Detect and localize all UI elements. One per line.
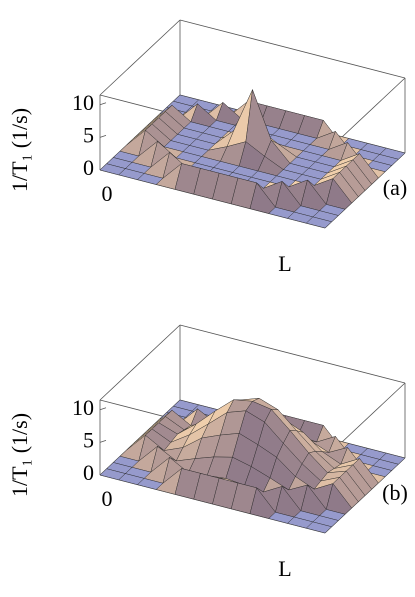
z-tick [99,102,107,106]
panel: 0 5 10 0 L 1/T₁ (1/s) (b) [7,324,408,581]
z-axis-label: 1/T₁ (1/s) [7,108,32,192]
z-tick-label: 5 [83,122,94,147]
z-axis-label: 1/T₁ (1/s) [7,413,32,497]
z-tick [99,135,107,138]
box-edge [179,324,406,384]
panel-label: (a) [383,175,407,200]
x-tick-label: 0 [102,181,113,206]
z-tick-label: 5 [83,427,94,452]
z-tick [99,440,107,443]
x-tick-label: 0 [102,486,113,511]
x-tick-label: L [278,556,291,581]
z-tick-label: 10 [72,395,94,420]
panel-label: (b) [382,480,408,505]
z-tick-label: 0 [83,155,94,180]
z-tick [99,407,107,411]
box-edge [99,19,181,96]
panel: 0 5 10 0 L 1/T₁ (1/s) (a) [7,19,407,276]
surface-patch [305,521,333,534]
z-tick-label: 10 [72,90,94,115]
x-tick-label: L [278,251,291,276]
box-edge [179,19,406,79]
box-edge [99,324,181,401]
z-tick-label: 0 [83,460,94,485]
surface-patch [305,216,333,229]
